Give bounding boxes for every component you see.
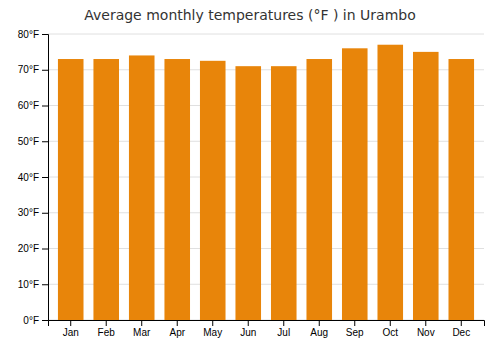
tick-label: Jun xyxy=(240,327,256,338)
tick-label: 50°F xyxy=(18,136,39,147)
tick: Aug xyxy=(310,320,328,338)
tick-label: 60°F xyxy=(18,100,39,111)
bar xyxy=(93,59,119,320)
grid xyxy=(48,34,484,320)
axis-line xyxy=(49,321,485,327)
tick-label: Jul xyxy=(277,327,290,338)
tick: 60°F xyxy=(18,100,48,111)
tick-label: Jan xyxy=(63,327,79,338)
tick-mark xyxy=(461,320,462,326)
tick: Dec xyxy=(452,320,470,338)
bar xyxy=(413,52,439,320)
tick: Apr xyxy=(169,320,185,338)
tick: 70°F xyxy=(18,64,48,75)
tick-label: Aug xyxy=(310,327,328,338)
bar xyxy=(342,48,368,320)
tick: Feb xyxy=(98,320,116,338)
tick-label: Mar xyxy=(133,327,151,338)
tick-label: 30°F xyxy=(18,207,39,218)
bars xyxy=(58,45,474,320)
tick-mark xyxy=(42,177,48,178)
tick: 30°F xyxy=(18,207,48,218)
tick-mark xyxy=(248,320,249,326)
chart: 0°F 10°F 20°F 30°F 40°F 50°F 60°F 70°F 80°F Jan Fe… xyxy=(0,0,500,350)
y-axis: 0°F 10°F 20°F 30°F 40°F 50°F 60°F 70°F 80°F xyxy=(18,29,49,326)
tick-label: Apr xyxy=(169,327,185,338)
tick-label: 80°F xyxy=(18,29,39,40)
tick-mark xyxy=(212,320,213,326)
grid-line xyxy=(48,34,484,35)
tick-label: Nov xyxy=(417,327,435,338)
tick-mark xyxy=(42,106,48,107)
title: Average monthly temperatures (°F ) in Ur… xyxy=(84,7,416,23)
tick-label: 40°F xyxy=(18,172,39,183)
tick-mark xyxy=(354,320,355,326)
tick-mark xyxy=(42,320,48,321)
tick-label: Dec xyxy=(452,327,470,338)
bar xyxy=(306,59,332,320)
tick-label: 10°F xyxy=(18,279,39,290)
tick-mark xyxy=(42,70,48,71)
tick-mark xyxy=(42,249,48,250)
tick-mark xyxy=(42,141,48,142)
tick-mark xyxy=(42,284,48,285)
tick: Sep xyxy=(346,320,364,338)
tick-mark xyxy=(319,320,320,326)
bar xyxy=(200,61,226,320)
tick: Jun xyxy=(240,320,256,338)
tick-label: May xyxy=(203,327,222,338)
tick: Jul xyxy=(277,320,290,338)
tick-label: 70°F xyxy=(18,64,39,75)
tick-mark xyxy=(42,213,48,214)
bar xyxy=(129,55,155,320)
plot: 0°F 10°F 20°F 30°F 40°F 50°F 60°F 70°F 80°F Jan Fe… xyxy=(18,29,485,338)
bar xyxy=(58,59,84,320)
tick-mark xyxy=(141,320,142,326)
tick-label: 0°F xyxy=(23,315,39,326)
bar xyxy=(448,59,474,320)
bar xyxy=(164,59,190,320)
tick-label: 20°F xyxy=(18,243,39,254)
bar xyxy=(271,66,297,320)
tick-mark xyxy=(177,320,178,326)
tick-label: Sep xyxy=(346,327,364,338)
tick: Nov xyxy=(417,320,435,338)
tick-mark xyxy=(425,320,426,326)
tick-label: Oct xyxy=(382,327,398,338)
tick-mark xyxy=(390,320,391,326)
tick: 50°F xyxy=(18,136,48,147)
tick-mark xyxy=(106,320,107,326)
tick: May xyxy=(203,320,222,338)
tick-label: Feb xyxy=(98,327,116,338)
tick-mark xyxy=(42,34,48,35)
tick: Mar xyxy=(133,320,151,338)
tick: Oct xyxy=(382,320,398,338)
tick: 0°F xyxy=(23,315,48,326)
x-axis: Jan Feb Mar Apr May Jun Jul Aug Sep Oct Nov Dec xyxy=(49,320,485,338)
axis-line xyxy=(42,35,49,321)
tick: 10°F xyxy=(18,279,48,290)
tick-mark xyxy=(283,320,284,326)
bar xyxy=(377,45,403,320)
tick: 20°F xyxy=(18,243,48,254)
tick: Jan xyxy=(63,320,79,338)
bar xyxy=(235,66,261,320)
tick-mark xyxy=(70,320,71,326)
tick: 40°F xyxy=(18,172,48,183)
tick: 80°F xyxy=(18,29,48,40)
